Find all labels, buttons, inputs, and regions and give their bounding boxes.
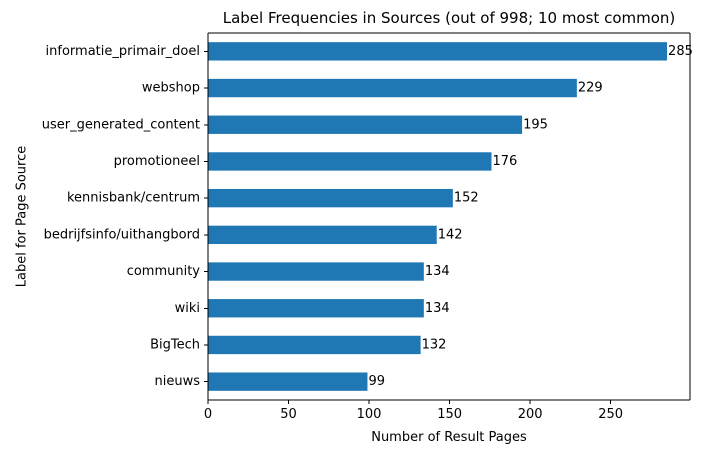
y-tick-label: bedrijfsinfo/uithangbord — [44, 227, 200, 242]
bar — [208, 42, 668, 61]
y-tick-label: BigTech — [150, 337, 200, 352]
y-tick-label: user_generated_content — [42, 117, 200, 132]
y-tick-label: kennisbank/centrum — [67, 191, 200, 206]
bar — [208, 372, 368, 391]
bar — [208, 225, 437, 245]
data-label: 195 — [523, 117, 548, 132]
x-tick-label: 200 — [518, 407, 543, 422]
x-tick-label: 0 — [204, 407, 212, 422]
y-tick-label: community — [127, 264, 201, 279]
x-axis-label: Number of Result Pages — [371, 430, 527, 445]
y-tick-label: webshop — [142, 81, 200, 96]
x-tick-label: 100 — [357, 407, 382, 422]
data-labels: 285 229 195 176 152 142 134 134 132 99 — [368, 44, 692, 389]
data-label: 176 — [492, 154, 517, 169]
data-label: 152 — [454, 191, 479, 206]
data-label: 285 — [668, 44, 693, 59]
x-axis-ticks: 0 50 100 150 200 250 — [204, 400, 623, 422]
bar — [208, 188, 453, 208]
data-label: 134 — [425, 301, 450, 316]
y-tick-label: promotioneel — [114, 154, 200, 169]
y-tick-label: nieuws — [155, 374, 201, 389]
data-label: 99 — [368, 374, 385, 389]
bar — [208, 78, 577, 98]
bar — [208, 262, 424, 281]
bar — [208, 299, 424, 318]
x-tick-label: 250 — [598, 407, 623, 422]
y-tick-label: wiki — [175, 301, 200, 316]
y-axis-label: Label for Page Source — [15, 146, 30, 287]
plot-area — [208, 42, 668, 391]
chart-title: Label Frequencies in Sources (out of 998… — [223, 9, 676, 27]
data-label: 229 — [578, 81, 603, 96]
bar — [208, 335, 421, 355]
data-label: 142 — [438, 227, 463, 242]
x-tick-label: 50 — [280, 407, 297, 422]
x-tick-label: 150 — [437, 407, 462, 422]
y-tick-label: informatie_primair_doel — [46, 44, 200, 59]
bar — [208, 152, 492, 171]
data-label: 132 — [422, 337, 447, 352]
bar — [208, 115, 523, 134]
data-label: 134 — [425, 264, 450, 279]
